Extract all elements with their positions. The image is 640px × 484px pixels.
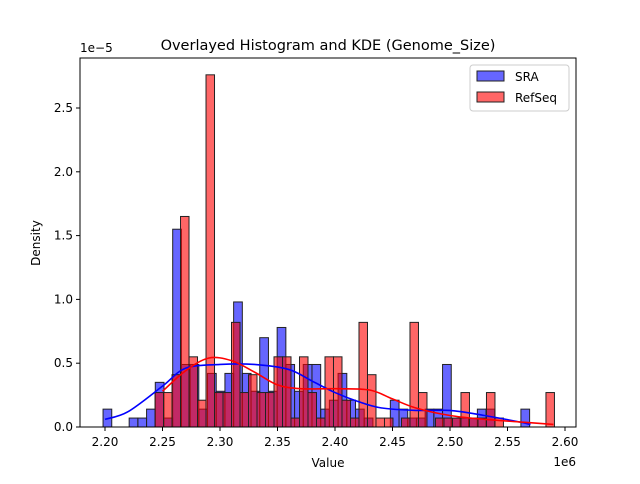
y-tick-label: 0.0 (54, 420, 73, 434)
x-tick-label: 2.55 (494, 435, 521, 449)
bar-refseq (409, 321, 419, 428)
bar-refseq (265, 392, 275, 428)
x-tick-label: 2.35 (264, 435, 291, 449)
y-ticks: 0.0 0.5 1.0 1.5 2.0 2.5 (54, 101, 80, 434)
bar-refseq (341, 399, 351, 428)
bar-refseq (400, 417, 411, 428)
bar-refseq (545, 392, 555, 428)
bar-refseq (197, 399, 207, 428)
bar-refseq (180, 215, 190, 428)
bar-refseq (358, 321, 368, 428)
y-axis-label: Density (29, 220, 43, 266)
legend-swatch-refseq (476, 91, 505, 103)
bar-refseq (307, 392, 317, 428)
x-ticks: 2.20 2.25 2.30 2.35 2.40 2.45 2.50 2.55 2.60 (92, 427, 579, 449)
x-tick-label: 2.50 (437, 435, 464, 449)
y-offset-label: 1e−5 (80, 41, 113, 55)
y-tick-label: 2.5 (54, 101, 73, 115)
bar-refseq (282, 356, 292, 428)
x-tick-label: 2.25 (149, 435, 176, 449)
bar-refseq (154, 392, 165, 428)
bar-refseq (485, 392, 496, 428)
bar-refseq (231, 321, 241, 428)
kde-line-sra (104, 363, 531, 426)
bar-refseq (163, 392, 173, 428)
bar-refseq (298, 356, 309, 428)
x-tick-label: 2.30 (207, 435, 234, 449)
y-tick-label: 2.0 (54, 165, 73, 179)
y-tick-label: 1.0 (54, 292, 73, 306)
bar-refseq (248, 374, 258, 428)
x-tick-label: 2.40 (322, 435, 349, 449)
x-tick-label: 2.20 (92, 435, 119, 449)
chart-title: Overlayed Histogram and KDE (Genome_Size… (161, 38, 496, 54)
bar-refseq (171, 374, 182, 428)
plot-frame (79, 57, 577, 428)
bar-refseq (256, 392, 267, 428)
bar-refseq (451, 417, 462, 428)
bar-refseq (239, 392, 250, 428)
bar-refseq (383, 417, 394, 428)
bar-refseq (290, 417, 300, 428)
x-axis-label: Value (312, 456, 345, 470)
legend-swatch-sra (476, 70, 505, 82)
x-offset-label: 1e6 (553, 455, 576, 469)
legend-label-sra: SRA (515, 70, 539, 84)
y-tick-label: 1.5 (54, 229, 73, 243)
y-tick-label: 0.5 (54, 356, 73, 370)
bar-refseq (349, 417, 360, 428)
bar-refseq (460, 392, 470, 428)
x-tick-label: 2.60 (552, 435, 579, 449)
bar-refseq (443, 417, 453, 428)
bar-refseq (214, 392, 224, 428)
x-tick-label: 2.45 (379, 435, 406, 449)
bar-refseq (222, 392, 233, 428)
bar-refseq (205, 74, 216, 428)
legend: SRA RefSeq (469, 64, 570, 112)
bar-refseq (366, 374, 377, 428)
kde-line-refseq (161, 356, 554, 426)
bar-sra (137, 417, 148, 428)
kde-curves (104, 356, 554, 426)
bar-refseq (375, 417, 385, 428)
bar-sra (128, 417, 139, 428)
histogram-bars (102, 74, 555, 428)
bar-sra (146, 408, 156, 428)
bar-refseq (315, 417, 326, 428)
bar-refseq (434, 417, 445, 428)
legend-label-refseq: RefSeq (515, 91, 557, 105)
